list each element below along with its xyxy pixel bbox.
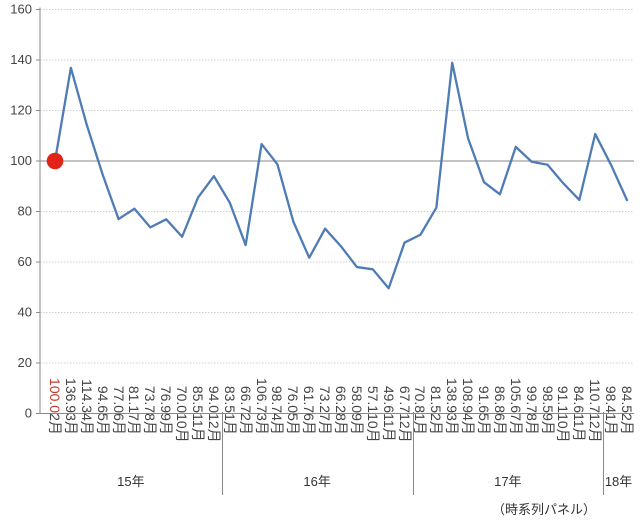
svg-text:20: 20 xyxy=(18,355,32,370)
svg-text:60: 60 xyxy=(18,254,32,269)
svg-text:120: 120 xyxy=(10,103,32,118)
svg-text:140: 140 xyxy=(10,52,32,67)
svg-text:0: 0 xyxy=(25,406,32,421)
svg-text:160: 160 xyxy=(10,2,32,17)
svg-text:40: 40 xyxy=(18,305,32,320)
svg-text:100: 100 xyxy=(10,153,32,168)
svg-text:80: 80 xyxy=(18,204,32,219)
